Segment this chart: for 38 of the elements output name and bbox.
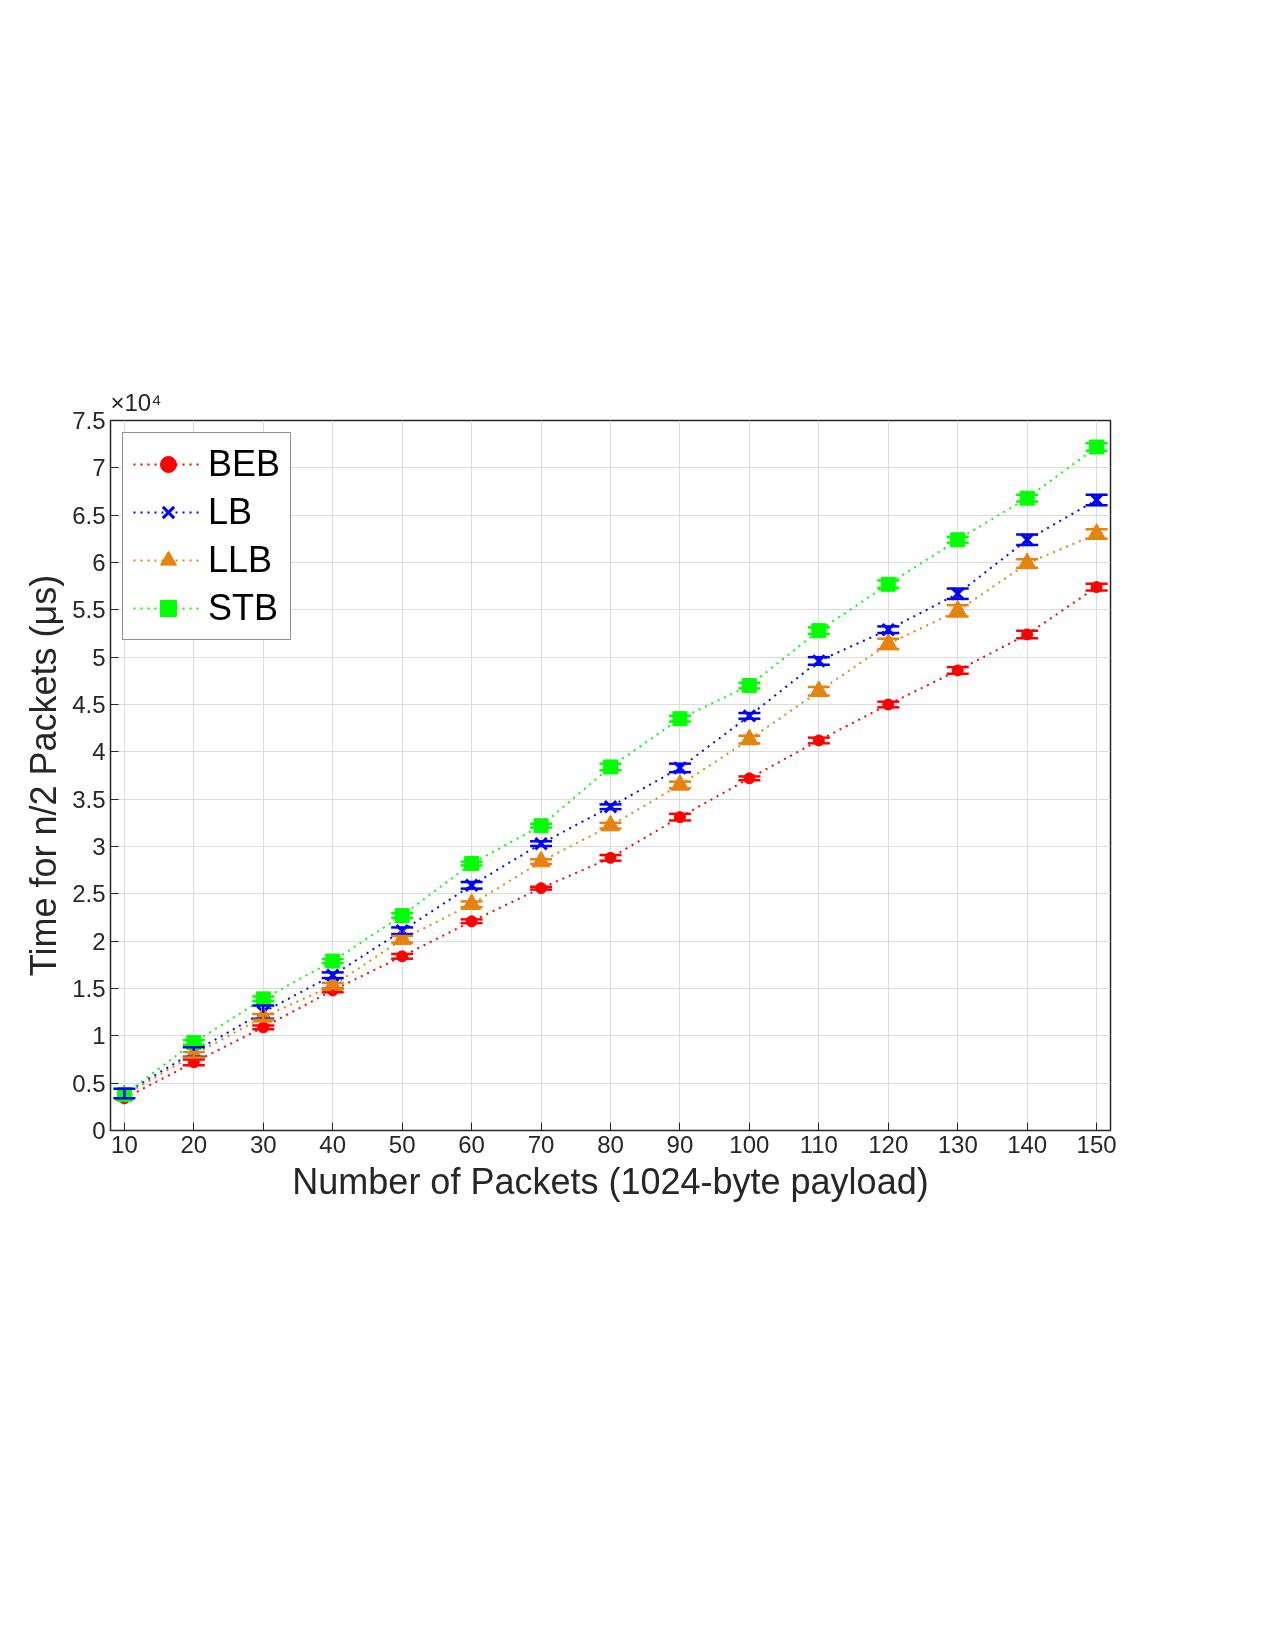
x-tick-label: 140 [1007, 1130, 1048, 1158]
y-axis-title: Time for n/2 Packets (μs) [23, 574, 65, 977]
x-tick-label: 150 [1076, 1130, 1117, 1158]
x-tick-label: 20 [180, 1130, 208, 1158]
x-tick-label: 120 [868, 1130, 909, 1158]
x-tick-label: 60 [458, 1130, 485, 1158]
x-tick-label: 110 [799, 1130, 838, 1158]
x-tick-label: 10 [111, 1130, 138, 1158]
legend-label: STB [208, 587, 279, 629]
y-tick-label: 5.5 [72, 596, 106, 624]
x-tick-label: 70 [527, 1130, 555, 1158]
y-tick-label: 0 [92, 1117, 106, 1144]
y-tick-label: 7.5 [72, 407, 106, 434]
x-tick-label: 50 [388, 1130, 416, 1158]
y-tick-label: 2 [92, 927, 106, 955]
x-tick-label: 130 [937, 1130, 978, 1158]
y-tick-label: 3.5 [72, 785, 106, 813]
legend-label: LB [208, 491, 253, 533]
y-tick-label: 1.5 [72, 975, 106, 1002]
legend-label: LLB [208, 539, 273, 581]
y-tick-label: 3 [92, 833, 106, 860]
text: ×10⁴ [110, 388, 162, 416]
y-tick-label: 2.5 [72, 880, 106, 908]
x-tick-label: 90 [666, 1130, 694, 1158]
x-axis-title: Number of Packets (1024-byte payload) [292, 1160, 929, 1202]
legend-label: BEB [208, 443, 281, 485]
y-tick-label: 6 [92, 549, 106, 576]
x-tick-label: 40 [319, 1130, 347, 1158]
y-tick-label: 1 [92, 1022, 106, 1050]
y-tick-label: 4 [92, 738, 106, 766]
x-tick-label: 100 [729, 1130, 770, 1158]
y-tick-label: 0.5 [72, 1069, 106, 1097]
y-tick-label: 4.5 [72, 691, 106, 718]
y-tick-label: 7 [92, 454, 106, 482]
y-tick-label: 6.5 [72, 501, 106, 529]
x-tick-label: 80 [597, 1130, 624, 1158]
x-tick-label: 30 [249, 1130, 277, 1158]
y-tick-label: 5 [92, 643, 106, 671]
